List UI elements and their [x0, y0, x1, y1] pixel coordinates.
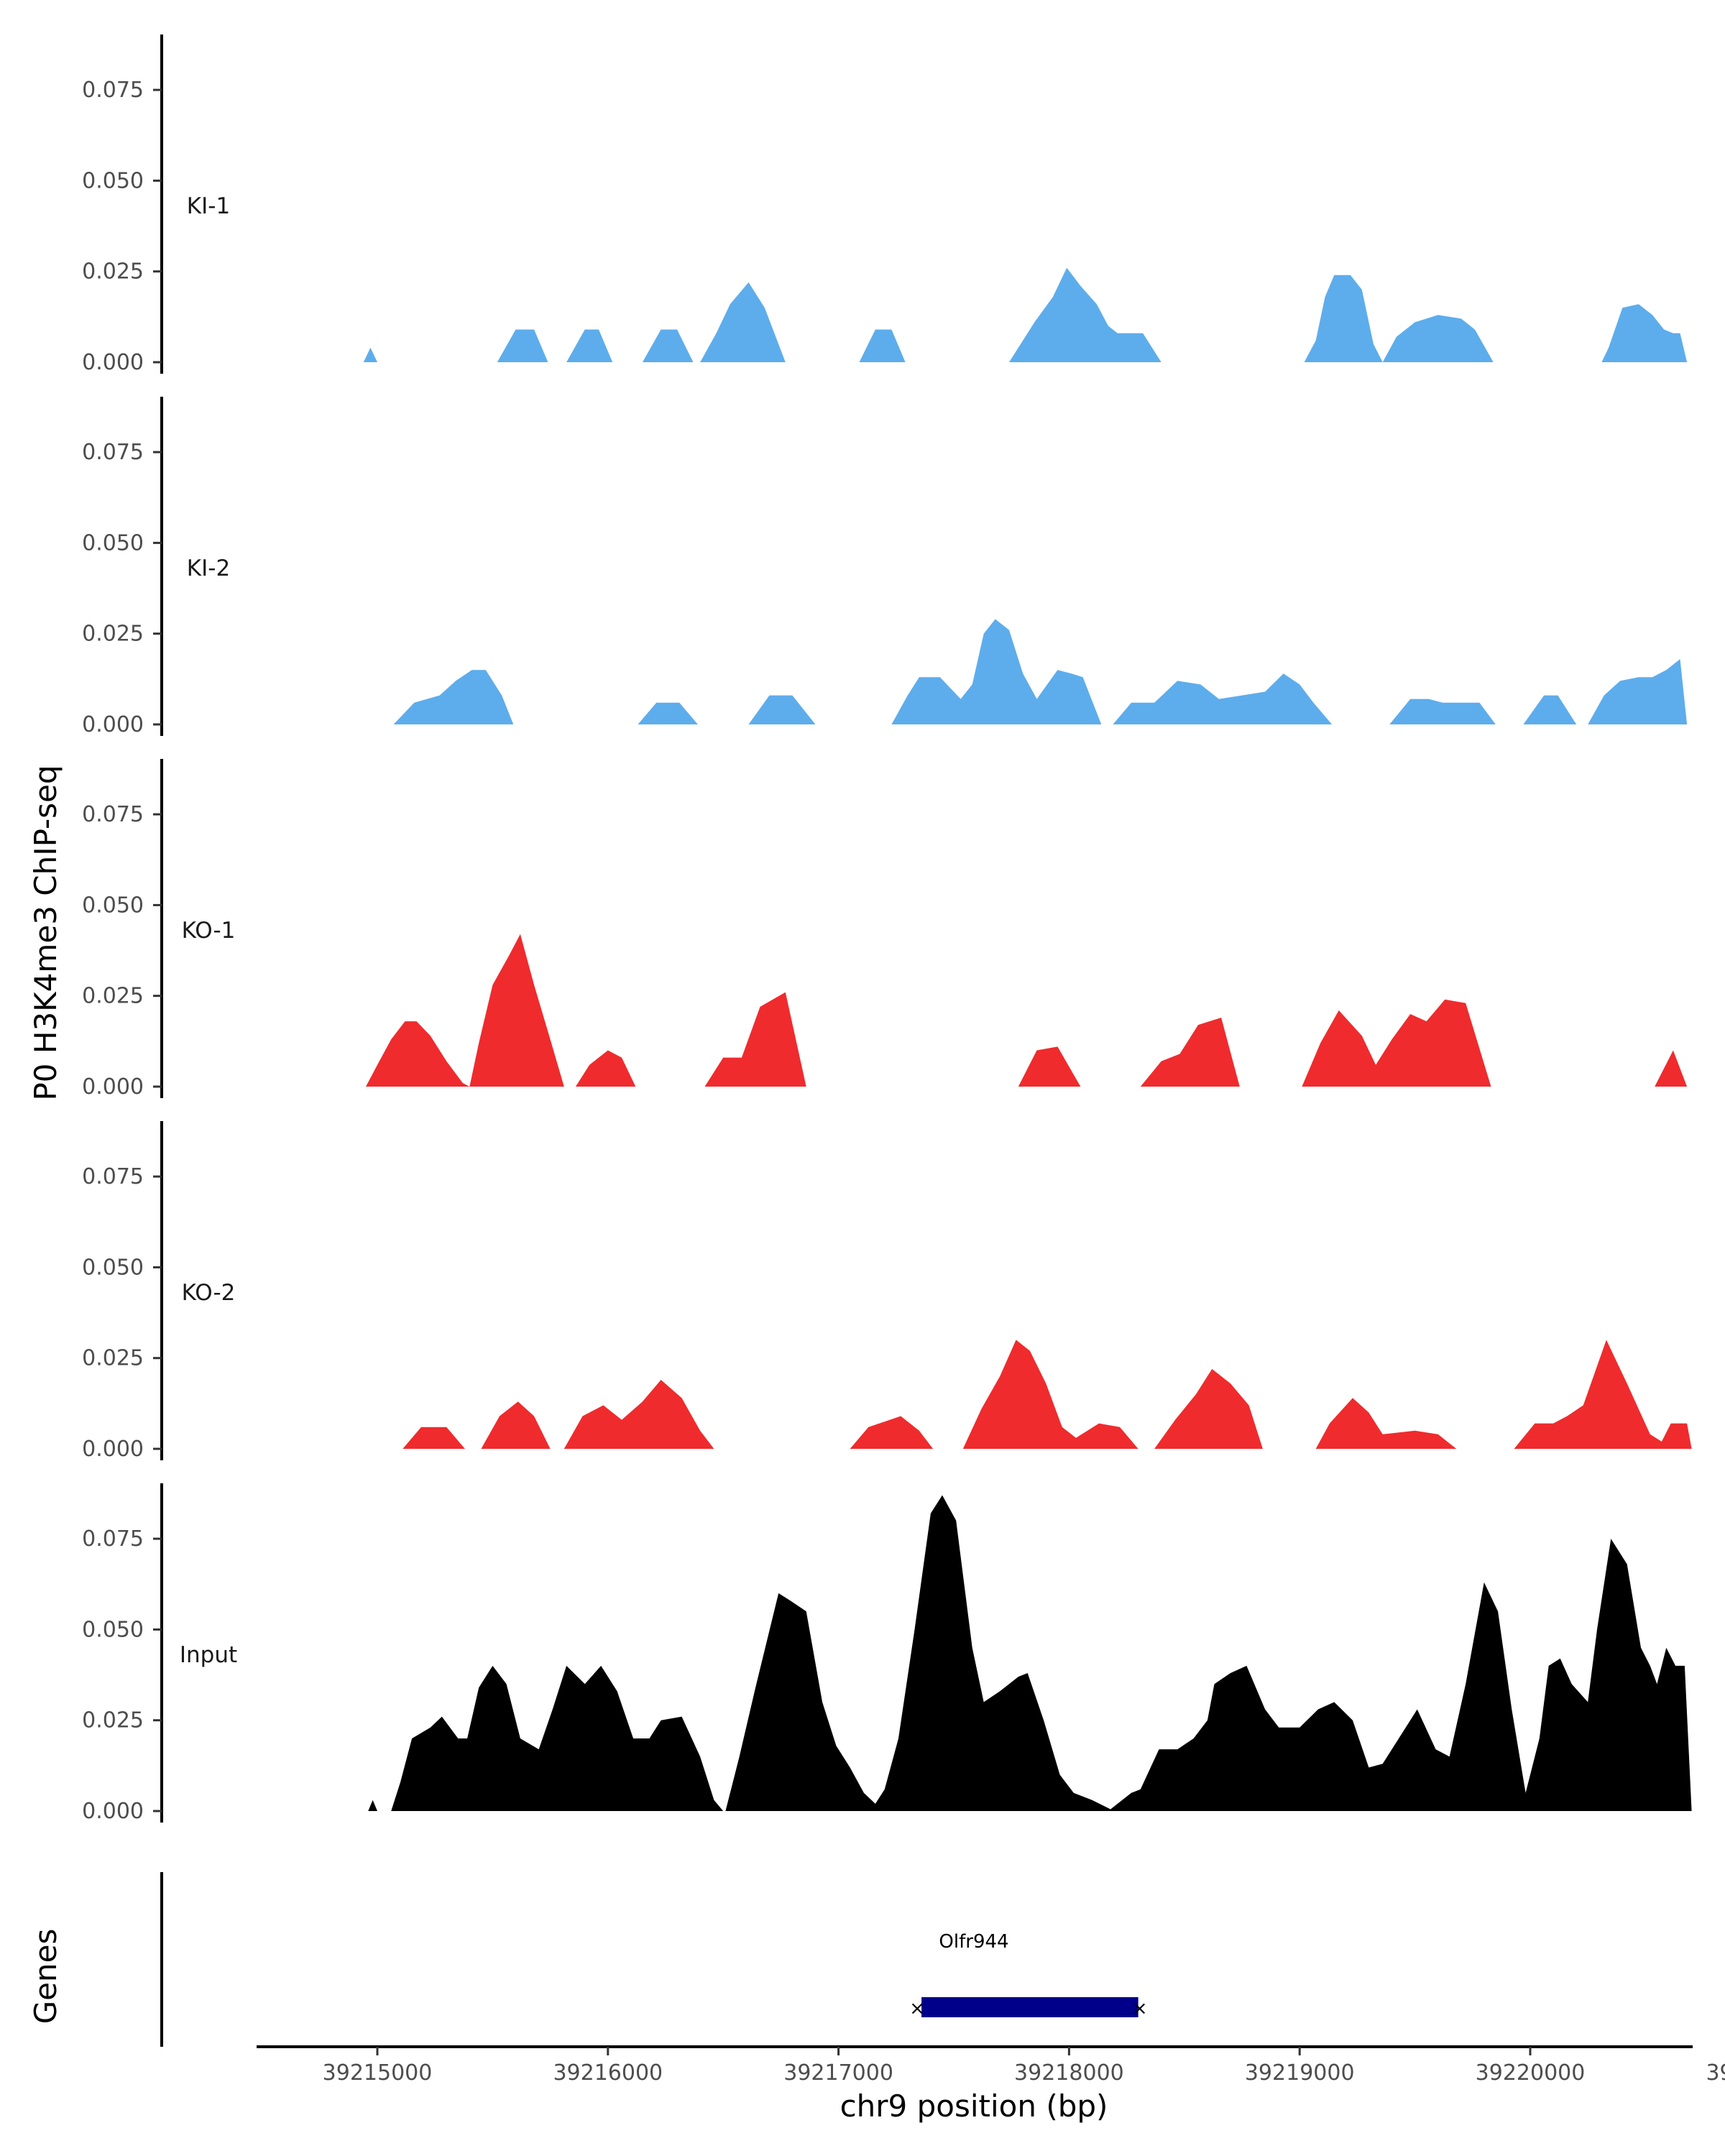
- signal-peak: [1018, 1046, 1081, 1087]
- y-tick-label: 0.075: [82, 78, 144, 103]
- signal-peak: [402, 1427, 465, 1449]
- signal-peak: [962, 1340, 1138, 1449]
- signal-peak: [391, 1665, 724, 1811]
- track-ko-2: 0.000 0.025 0.050 0.075 KO-2: [82, 1121, 1692, 1462]
- track-label: KI-1: [187, 193, 230, 219]
- gene-strand-marker-left: ×: [909, 1998, 925, 2019]
- signal-peak: [891, 619, 1102, 724]
- x-tick-label: 39221000: [1706, 2060, 1725, 2086]
- signal-peak: [1302, 999, 1491, 1087]
- signal-peak: [366, 934, 564, 1087]
- y-tick-label: 0.050: [82, 1255, 144, 1280]
- x-tick-label: 39219000: [1245, 2060, 1355, 2086]
- track-input: 0.000 0.025 0.050 0.075 Input: [82, 1483, 1692, 1824]
- signal-peak: [859, 329, 906, 362]
- y-tick-label: 0.000: [82, 1074, 144, 1100]
- signal-peak: [497, 329, 548, 362]
- y-tick-label: 0.050: [82, 530, 144, 556]
- y-tick-label: 0.075: [82, 1164, 144, 1189]
- x-tick-label: 39218000: [1014, 2060, 1124, 2086]
- y-tick-label: 0.000: [82, 1799, 144, 1824]
- track-label: KO-2: [182, 1280, 236, 1306]
- signal-peak: [748, 695, 816, 724]
- x-tick-label: 39215000: [323, 2060, 433, 2086]
- y-tick-label: 0.050: [82, 1617, 144, 1642]
- signal-peak: [1154, 1368, 1263, 1449]
- track-label: KI-2: [187, 556, 230, 581]
- signal-peak: [1009, 267, 1162, 362]
- tracks-layer: 0.0000.0250.0500.075KI-10.0000.0250.0500…: [82, 34, 1692, 1824]
- gene-panel: Genes Olfr944 × ×: [28, 1872, 1148, 2047]
- y-tick-label: 0.000: [82, 1437, 144, 1462]
- track-label: KO-1: [182, 918, 236, 944]
- y-tick-label: 0.000: [82, 350, 144, 375]
- y-tick-label: 0.025: [82, 1346, 144, 1371]
- x-axis-title: chr9 position (bp): [840, 2088, 1108, 2124]
- signal-peak: [1304, 275, 1494, 362]
- x-tick-label: 39216000: [553, 2060, 663, 2086]
- signal-peak: [1601, 304, 1688, 362]
- signal-peak: [1315, 1398, 1457, 1449]
- signal-peak: [393, 670, 514, 724]
- y-tick-label: 0.025: [82, 622, 144, 647]
- signal-peak: [1514, 1340, 1692, 1449]
- gene-panel-label: Genes: [28, 1929, 63, 2024]
- signal-peak: [575, 1050, 636, 1087]
- signal-peak: [1523, 695, 1577, 724]
- signal-peak: [725, 1495, 1692, 1811]
- x-axis: 39215000 39216000 39217000 39218000 39219000…: [257, 2045, 1725, 2124]
- track-ko-1: 0.000 0.025 0.050 0.075 KO-1: [82, 759, 1688, 1100]
- track-ki-2: 0.000 0.025 0.050 0.075 KI-2: [82, 397, 1688, 737]
- gene-strand-marker-right: ×: [1132, 1998, 1148, 2019]
- signal-peak: [1655, 1050, 1688, 1087]
- y-tick-label: 0.050: [82, 168, 144, 193]
- y-tick-label: 0.075: [82, 1526, 144, 1552]
- signal-peak: [368, 1800, 377, 1811]
- signal-peak: [642, 329, 694, 362]
- y-tick-label: 0.025: [82, 259, 144, 285]
- signal-peak: [638, 702, 698, 724]
- signal-peak: [363, 347, 377, 362]
- signal-peak: [1588, 659, 1688, 724]
- signal-peak: [850, 1416, 934, 1449]
- x-tick-label: 39217000: [783, 2060, 893, 2086]
- signal-peak: [564, 1380, 714, 1449]
- signal-peak: [1140, 1018, 1240, 1087]
- x-tick-label: 39220000: [1476, 2060, 1586, 2086]
- track-ki-1: 0.000 0.025 0.050 0.075 KI-1: [82, 34, 1688, 375]
- y-tick-label: 0.025: [82, 1708, 144, 1733]
- y-tick-label: 0.025: [82, 984, 144, 1009]
- gene-body-bar: [921, 1997, 1138, 2017]
- y-axis-title: P0 H3K4me3 ChIP-seq: [28, 765, 63, 1100]
- x-axis-ticks: 39215000 39216000 39217000 39218000 39219000…: [323, 2047, 1725, 2086]
- y-tick-label: 0.075: [82, 802, 144, 827]
- signal-peak: [1389, 699, 1496, 724]
- y-tick-label: 0.000: [82, 712, 144, 737]
- signal-peak: [704, 992, 806, 1087]
- gene-label: Olfr944: [939, 1931, 1008, 1953]
- signal-peak: [481, 1401, 551, 1449]
- track-label: Input: [180, 1642, 237, 1668]
- signal-peak: [1113, 673, 1333, 724]
- y-tick-label: 0.075: [82, 440, 144, 465]
- y-tick-label: 0.050: [82, 893, 144, 918]
- signal-peak: [700, 282, 786, 362]
- signal-peak: [566, 329, 613, 362]
